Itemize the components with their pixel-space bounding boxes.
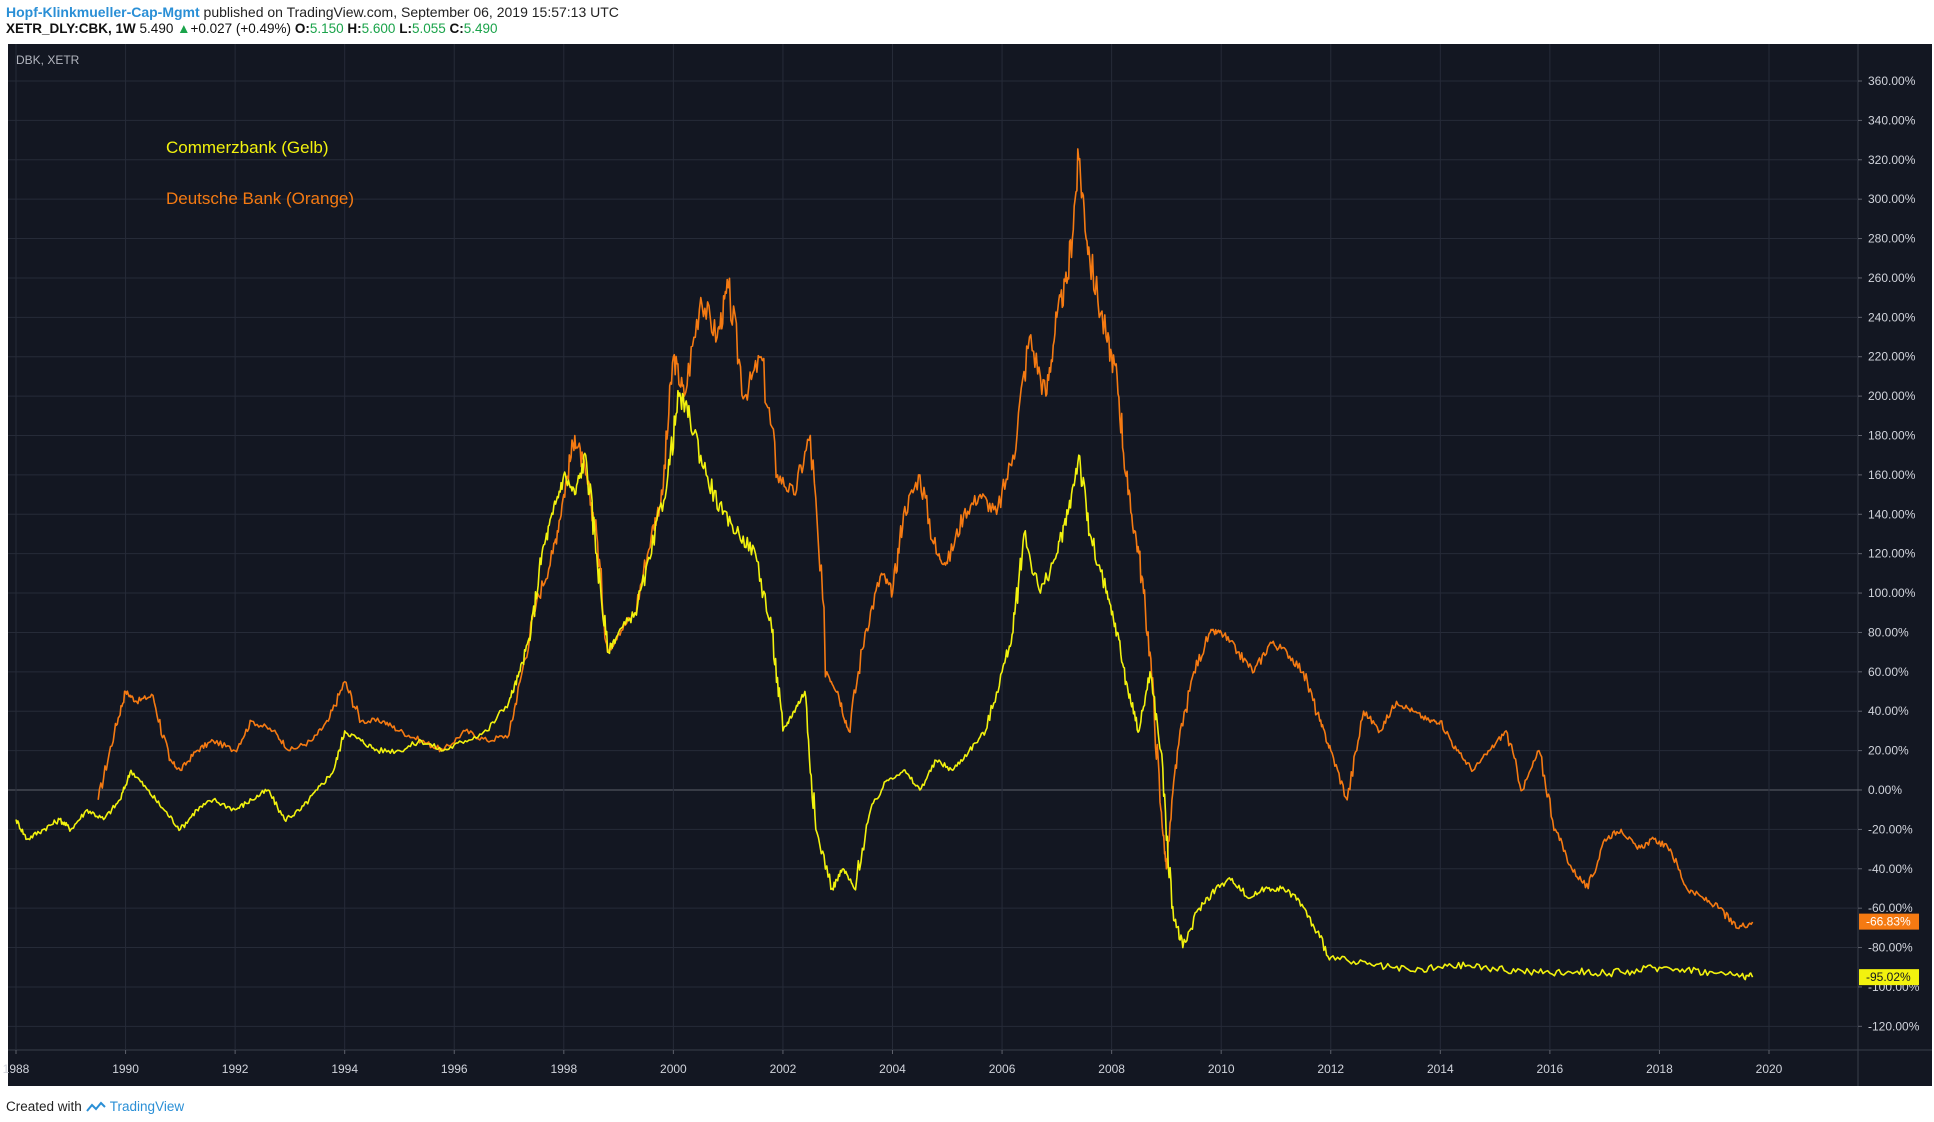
series-line xyxy=(15,389,1754,981)
x-tick-label: 2016 xyxy=(1537,1062,1564,1076)
y-tick-label: -120.00% xyxy=(1868,1019,1920,1033)
y-tick-label: 20.00% xyxy=(1868,744,1909,758)
low-value: 5.055 xyxy=(411,21,446,36)
x-tick-label: 2018 xyxy=(1646,1062,1673,1076)
y-tick-label: 100.00% xyxy=(1868,586,1916,600)
y-tick-label: 320.00% xyxy=(1868,153,1916,167)
open-value: 5.150 xyxy=(309,21,344,36)
tradingview-logo-icon xyxy=(86,1101,106,1112)
annotation-text: Commerzbank (Gelb) xyxy=(166,138,329,157)
publish-text: published on TradingView.com, September … xyxy=(199,4,619,20)
y-tick-label: 160.00% xyxy=(1868,468,1916,482)
created-with-label: Created with xyxy=(6,1099,82,1114)
high-value: 5.600 xyxy=(361,21,396,36)
compare-symbol-label: DBK, XETR xyxy=(16,53,80,67)
x-tick-label: 2014 xyxy=(1427,1062,1454,1076)
open-label: O: xyxy=(294,21,310,36)
y-tick-label: 120.00% xyxy=(1868,547,1916,561)
time-axis[interactable] xyxy=(8,1050,1932,1086)
high-label: H: xyxy=(347,21,362,36)
y-tick-label: 180.00% xyxy=(1868,429,1916,443)
symbol-label: XETR_DLY:CBK, 1W xyxy=(6,21,136,36)
publish-info: Hopf-Klinkmueller-Cap-Mgmt published on … xyxy=(6,4,619,20)
x-tick-label: 2002 xyxy=(770,1062,797,1076)
x-tick-label: 2008 xyxy=(1098,1062,1125,1076)
y-tick-label: -40.00% xyxy=(1868,862,1913,876)
last-price: 5.490 xyxy=(139,21,174,36)
y-tick-label: 200.00% xyxy=(1868,389,1916,403)
y-tick-label: 240.00% xyxy=(1868,310,1916,324)
last-value-badge xyxy=(1859,969,1919,986)
y-tick-label: 360.00% xyxy=(1868,74,1916,88)
x-tick-label: 1990 xyxy=(112,1062,139,1076)
y-tick-label: 340.00% xyxy=(1868,113,1916,127)
annotation-text: Deutsche Bank (Orange) xyxy=(166,189,354,208)
x-tick-label: 2010 xyxy=(1208,1062,1235,1076)
footer: Created with TradingView xyxy=(6,1099,184,1114)
x-tick-label: 1998 xyxy=(550,1062,577,1076)
x-tick-label: 2012 xyxy=(1317,1062,1344,1076)
y-tick-label: 60.00% xyxy=(1868,665,1909,679)
y-tick-label: 280.00% xyxy=(1868,232,1916,246)
tradingview-brand[interactable]: TradingView xyxy=(109,1099,185,1114)
y-tick-label: 80.00% xyxy=(1868,625,1909,639)
y-tick-label: 260.00% xyxy=(1868,271,1916,285)
price-axis[interactable] xyxy=(1858,44,1932,1050)
x-tick-label: 2006 xyxy=(989,1062,1016,1076)
x-tick-label: 2000 xyxy=(660,1062,687,1076)
x-tick-label: 2020 xyxy=(1756,1062,1783,1076)
y-tick-label: -20.00% xyxy=(1868,822,1913,836)
close-value: 5.490 xyxy=(463,21,498,36)
y-tick-label: 300.00% xyxy=(1868,192,1916,206)
x-tick-label: 1988 xyxy=(3,1062,30,1076)
y-tick-label: 220.00% xyxy=(1868,350,1916,364)
y-tick-label: 40.00% xyxy=(1868,704,1909,718)
y-tick-label: -60.00% xyxy=(1868,901,1913,915)
grid: 360.00% 340.00% 320.00% 300.00% 280.00% 260.0… xyxy=(3,44,1920,1076)
y-tick-label: 140.00% xyxy=(1868,507,1916,521)
symbol-info: XETR_DLY:CBK, 1W 5.490 ▲+0.027 (+0.49%) … xyxy=(6,21,498,36)
x-tick-label: 1992 xyxy=(222,1062,249,1076)
y-tick-label: 0.00% xyxy=(1868,783,1902,797)
close-label: C: xyxy=(449,21,464,36)
y-tick-label: -80.00% xyxy=(1868,941,1913,955)
last-value-badge xyxy=(1859,913,1919,930)
x-tick-label: 1996 xyxy=(441,1062,468,1076)
up-arrow-icon: ▲ xyxy=(177,21,191,36)
price-chart[interactable]: 360.00% 340.00% 320.00% 300.00% 280.00% 260.0… xyxy=(0,44,1934,1090)
last-value-label: -66.83% xyxy=(1866,915,1911,929)
x-tick-label: 2004 xyxy=(879,1062,906,1076)
price-change: +0.027 (+0.49%) xyxy=(190,21,292,36)
author-link[interactable]: Hopf-Klinkmueller-Cap-Mgmt xyxy=(6,4,200,20)
last-value-label: -95.02% xyxy=(1866,970,1911,984)
series-line xyxy=(97,148,1754,930)
x-tick-label: 1994 xyxy=(331,1062,358,1076)
low-label: L: xyxy=(399,21,412,36)
